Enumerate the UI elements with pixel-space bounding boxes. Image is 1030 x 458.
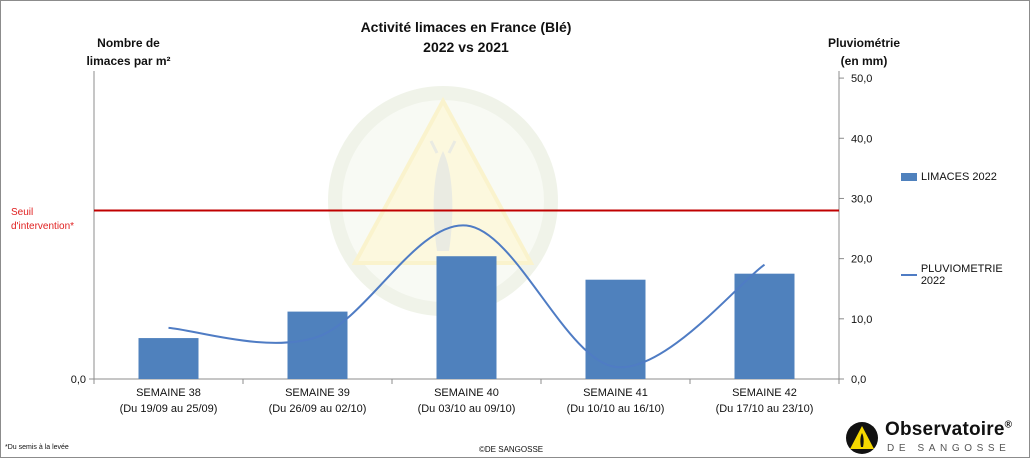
right-axis-tick-label: 50,0 [851,73,872,85]
logo-subtitle: DE SANGOSSE [887,443,1011,454]
right-axis-label-line1: Pluviométrie [827,36,901,50]
threshold-label-line2: d'intervention* [11,221,75,232]
logo-badge-icon [846,422,878,454]
legend-label-limaces: LIMACES 2022 [921,171,997,183]
x-tick-label-week: SEMAINE 41 [583,387,648,399]
logo-name: Observatoire® [885,419,1012,441]
x-tick-label-dates: (Du 19/09 au 25/09) [120,403,218,415]
legend-label-pluviometrie: PLUVIOMETRIE 2022 [920,263,1003,287]
logo-registered-mark: ® [1004,419,1013,431]
right-axis-tick-label: 30,0 [851,193,872,205]
right-axis-tick-label: 0,0 [851,374,866,386]
right-axis-tick-label: 10,0 [851,314,872,326]
footnote: *Du semis à la levée [5,444,69,451]
bar-limaces-2022 [734,273,795,379]
right-axis-tick-label: 40,0 [851,133,872,145]
right-axis-label-line2: (en mm) [840,54,888,68]
left-axis-label-line2: limaces par m² [86,54,171,68]
x-tick-label-dates: (Du 10/10 au 16/10) [567,403,665,415]
right-axis-label: Pluviométrie (en mm) [819,34,909,70]
legend-item-pluviometrie: PLUVIOMETRIE 2022 [901,263,1029,287]
left-axis-label: Nombre de limaces par m² [81,34,176,70]
right-axis-tick-label: 20,0 [851,254,872,266]
threshold-label-line1: Seuil [11,207,34,218]
chart-title-line1: Activité limaces en France (Blé) [360,19,572,35]
bar-limaces-2022 [287,311,348,379]
legend-swatch-limaces [901,173,917,181]
copyright: ©DE SANGOSSE [479,445,544,454]
line-pluviometrie-2022 [168,224,766,369]
x-tick-label-week: SEMAINE 39 [285,387,350,399]
legend-swatch-pluviometrie [901,274,917,276]
legend-item-limaces: LIMACES 2022 [901,171,997,183]
x-tick-label-dates: (Du 17/10 au 23/10) [716,403,814,415]
x-tick-label-week: SEMAINE 42 [732,387,797,399]
logo-name-text: Observatoire [885,419,1005,440]
x-tick-label-week: SEMAINE 40 [434,387,499,399]
chart-title-line2: 2022 vs 2021 [423,39,509,55]
x-tick-label-dates: (Du 03/10 au 09/10) [418,403,516,415]
bar-limaces-2022 [585,279,646,379]
x-tick-label-week: SEMAINE 38 [136,387,201,399]
chart-title: Activité limaces en France (Blé) 2022 vs… [301,17,631,57]
threshold-label: Seuil d'intervention* [11,206,74,234]
left-axis-label-line1: Nombre de [97,36,160,50]
bar-limaces-2022 [436,256,497,379]
bar-limaces-2022 [138,338,199,379]
left-axis-tick-label: 0,0 [71,374,86,386]
x-tick-label-dates: (Du 26/09 au 02/10) [269,403,367,415]
observatoire-logo: Observatoire® DE SANGOSSE [843,419,1027,457]
